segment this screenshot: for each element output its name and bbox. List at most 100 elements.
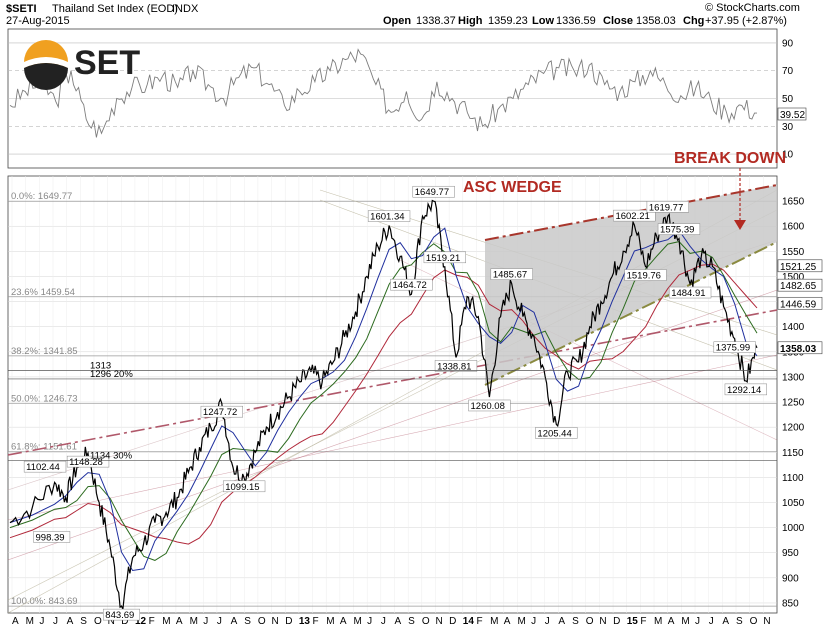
price-y-tick: 1250 bbox=[782, 398, 805, 409]
open-label: Open bbox=[383, 15, 411, 27]
fib-label: 100.0%: 843.69 bbox=[11, 596, 78, 607]
price-label: 1148.28 bbox=[69, 457, 103, 468]
x-axis-tick: A bbox=[395, 616, 402, 625]
trendline bbox=[8, 354, 777, 521]
x-axis-tick: J bbox=[531, 616, 536, 625]
x-axis-tick: J bbox=[203, 616, 208, 625]
price-label: 1484.91 bbox=[671, 288, 705, 299]
price-label-box bbox=[724, 383, 768, 396]
support-label: 1296 20% bbox=[90, 369, 133, 380]
right-price-box bbox=[777, 259, 823, 273]
x-axis-tick: A bbox=[722, 616, 729, 625]
x-axis-tick: A bbox=[340, 616, 347, 625]
x-axis-tick: A bbox=[12, 616, 19, 625]
x-axis-tick: J bbox=[709, 616, 714, 625]
price-label: 1247.72 bbox=[203, 407, 237, 418]
x-axis-tick: S bbox=[408, 616, 415, 625]
x-axis-tick: N bbox=[272, 616, 279, 625]
price-label-box bbox=[646, 201, 689, 213]
price-label: 1485.67 bbox=[493, 270, 527, 281]
price-label-box bbox=[33, 531, 71, 543]
x-axis-tick: J bbox=[217, 616, 222, 625]
x-axis-tick: M bbox=[517, 616, 525, 625]
x-axis-tick: A bbox=[67, 616, 74, 625]
price-label: 1602.21 bbox=[615, 211, 649, 222]
rsi-y-tick: 70 bbox=[782, 66, 794, 77]
price-y-tick: 950 bbox=[782, 548, 799, 559]
x-axis-tick: A bbox=[668, 616, 675, 625]
rsi-y-tick: 30 bbox=[782, 122, 794, 133]
price-label-box bbox=[423, 251, 466, 264]
x-axis-tick: M bbox=[354, 616, 362, 625]
right-price-label: 1482.65 bbox=[780, 281, 817, 292]
price-label-box bbox=[668, 286, 712, 299]
price-y-tick: 1300 bbox=[782, 372, 805, 383]
price-label-box bbox=[657, 223, 701, 235]
moving-average-blue bbox=[9, 227, 758, 572]
price-label: 1375.99 bbox=[716, 343, 750, 354]
x-axis-tick: J bbox=[381, 616, 386, 625]
x-axis-tick: A bbox=[558, 616, 565, 625]
x-axis-tick: A bbox=[504, 616, 511, 625]
right-price-label: 1358.03 bbox=[780, 344, 817, 355]
close-label: Close bbox=[603, 15, 633, 27]
price-label: 1205.44 bbox=[537, 428, 571, 439]
price-label: 1519.21 bbox=[426, 253, 460, 264]
chart-date: 27-Aug-2015 bbox=[6, 15, 70, 27]
rsi-gridlines bbox=[8, 42, 777, 155]
x-axis-tick: F bbox=[640, 616, 646, 625]
price-series bbox=[9, 199, 758, 612]
price-y-tick: 1050 bbox=[782, 498, 805, 509]
high-value: 1359.23 bbox=[488, 15, 528, 27]
x-axis-tick: J bbox=[39, 616, 44, 625]
x-axis-tick: M bbox=[326, 616, 334, 625]
exchange-label: INDX bbox=[172, 3, 199, 15]
price-y-tick: 1500 bbox=[782, 272, 805, 283]
x-axis-tick: O bbox=[94, 616, 102, 625]
x-axis-tick: 15 bbox=[627, 616, 639, 625]
set-logo-wave bbox=[24, 57, 68, 68]
fib-label: 61.8%: 1151.61 bbox=[11, 441, 77, 452]
right-price-box bbox=[777, 296, 823, 310]
price-annotations: 1148.28 843.69 1247.72 1099.15 1601.34 1464.7… bbox=[23, 185, 768, 621]
set-logo: SET bbox=[24, 40, 140, 90]
x-axis-tick: A bbox=[231, 616, 238, 625]
x-axis-tick: O bbox=[258, 616, 266, 625]
asc-wedge-label: ASC WEDGE bbox=[463, 179, 562, 196]
x-axis-tick: M bbox=[190, 616, 198, 625]
price-y-tick: 1550 bbox=[782, 247, 805, 258]
x-axis-tick: N bbox=[435, 616, 442, 625]
x-axis-tick: D bbox=[285, 616, 292, 625]
x-axis-tick: F bbox=[313, 616, 319, 625]
x-axis-tick: F bbox=[476, 616, 482, 625]
low-value: 1336.59 bbox=[556, 15, 596, 27]
moving-average-red bbox=[9, 263, 758, 545]
ticker-symbol: $SETI bbox=[6, 3, 37, 15]
price-label-box bbox=[434, 360, 478, 372]
open-value: 1338.37 bbox=[416, 15, 456, 27]
rsi-last-value: 39.52 bbox=[780, 110, 805, 121]
price-label-box bbox=[66, 455, 110, 468]
x-axis-tick: M bbox=[26, 616, 34, 625]
x-axis-tick: F bbox=[149, 616, 155, 625]
copyright-text: © StockCharts.com bbox=[705, 2, 800, 14]
x-axis-tick: 14 bbox=[463, 616, 475, 625]
x-axis-tick: M bbox=[162, 616, 170, 625]
fib-label: 50.0%: 1246.73 bbox=[11, 394, 78, 405]
rsi-series bbox=[9, 48, 757, 138]
support-label: 1134 30% bbox=[90, 450, 133, 461]
price-label-box bbox=[535, 427, 578, 439]
long-term-support-line bbox=[8, 309, 777, 456]
x-axis-tick: S bbox=[244, 616, 251, 625]
price-label: 1519.76 bbox=[627, 271, 661, 282]
chg-label: Chg bbox=[683, 15, 704, 27]
price-label-box bbox=[468, 399, 511, 412]
price-label-box bbox=[103, 608, 140, 621]
x-axis-tick: O bbox=[422, 616, 430, 625]
price-label: 1260.08 bbox=[471, 401, 505, 412]
x-axis-tick: S bbox=[736, 616, 743, 625]
x-axis-tick: S bbox=[80, 616, 87, 625]
price-label-box bbox=[613, 209, 656, 222]
price-label: 1102.44 bbox=[26, 462, 60, 473]
price-y-tick: 1000 bbox=[782, 523, 805, 534]
